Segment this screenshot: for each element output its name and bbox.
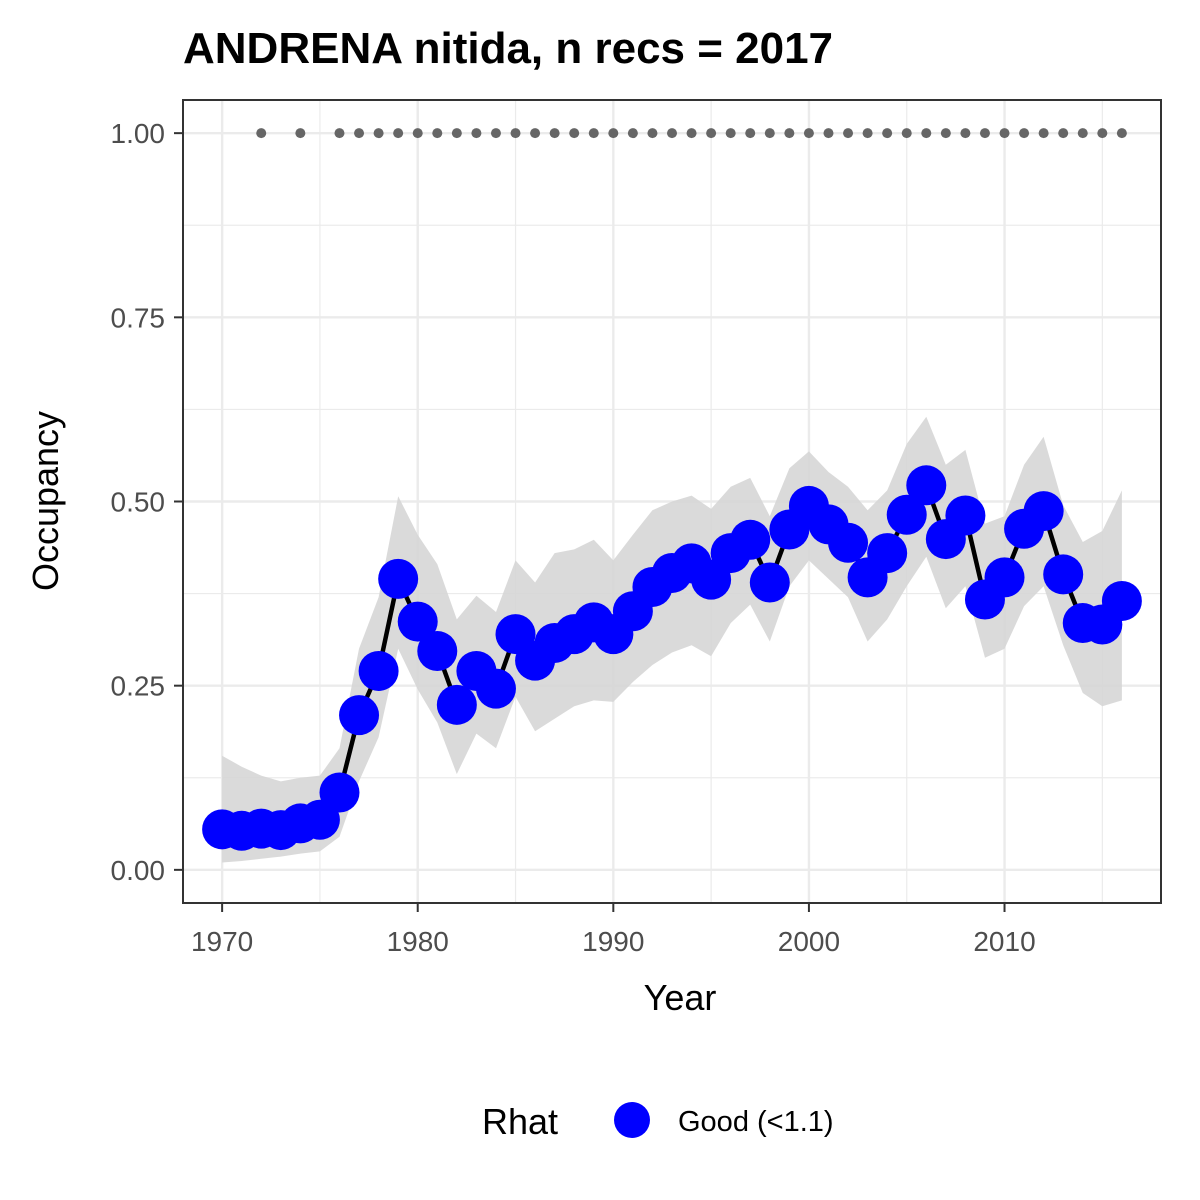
occupancy-points-layer [202, 465, 1142, 851]
y-tick-label: 0.75 [111, 302, 166, 333]
record-dot [960, 128, 971, 139]
record-dot [784, 128, 795, 139]
data-point [984, 557, 1025, 598]
y-tick-label: 0.50 [111, 487, 166, 518]
record-dot [764, 128, 775, 139]
record-dot [745, 128, 756, 139]
x-tick-label: 1970 [191, 926, 253, 957]
record-dot [901, 128, 912, 139]
data-point [730, 519, 771, 560]
record-dot [295, 128, 306, 139]
data-point [339, 695, 380, 736]
record-dot [725, 128, 736, 139]
record-dot [686, 128, 697, 139]
plot-panel [182, 99, 1162, 904]
record-dot [549, 128, 560, 139]
record-dot [1097, 128, 1108, 139]
data-point [436, 684, 477, 725]
record-dot [921, 128, 932, 139]
data-point [906, 465, 947, 506]
data-point [358, 650, 399, 691]
record-dot [843, 128, 854, 139]
record-dot [451, 128, 462, 139]
y-tick-label: 0.25 [111, 671, 166, 702]
record-dot [256, 128, 267, 139]
record-dot [627, 128, 638, 139]
x-tick-label: 1980 [387, 926, 449, 957]
record-dot [803, 128, 814, 139]
data-point [1023, 491, 1064, 532]
data-point [397, 601, 438, 642]
record-dot [471, 128, 482, 139]
record-dot [373, 128, 384, 139]
record-dot [979, 128, 990, 139]
chart-title: ANDRENA nitida, n recs = 2017 [183, 24, 833, 73]
record-dot [608, 128, 619, 139]
data-point [1043, 554, 1084, 595]
record-dot [1058, 128, 1069, 139]
record-dot [334, 128, 345, 139]
y-axis-title: Occupancy [25, 411, 66, 591]
x-tick-label: 2010 [973, 926, 1035, 957]
data-point [749, 562, 790, 603]
x-axis-title: Year [644, 977, 717, 1018]
record-dot [588, 128, 599, 139]
legend-label-good: Good (<1.1) [678, 1106, 834, 1138]
record-dot [530, 128, 541, 139]
record-dot [354, 128, 365, 139]
record-dot [432, 128, 443, 139]
record-dot [706, 128, 717, 139]
data-point [1101, 580, 1142, 621]
record-dot [1077, 128, 1088, 139]
y-axis: 0.00 0.25 0.50 0.75 1.00 [111, 118, 183, 886]
record-dot [1019, 128, 1030, 139]
record-dot [393, 128, 404, 139]
data-point [378, 558, 419, 599]
data-point [886, 494, 927, 535]
x-tick-label: 2000 [778, 926, 840, 957]
record-dot [940, 128, 951, 139]
data-point [319, 772, 360, 813]
record-dot [667, 128, 677, 139]
x-axis: 1970 1980 1990 2000 2010 [191, 903, 1036, 957]
y-tick-label: 1.00 [111, 118, 166, 149]
data-point [417, 631, 458, 672]
record-dot [862, 128, 873, 139]
y-tick-label: 0.00 [111, 855, 166, 886]
record-dot [569, 128, 580, 139]
record-dot [1116, 128, 1127, 139]
record-dots-layer [256, 128, 1127, 139]
record-dot [1038, 128, 1049, 139]
legend-key-good [614, 1102, 650, 1138]
record-dot [882, 128, 893, 139]
legend-title: Rhat [482, 1101, 558, 1142]
legend: Rhat Good (<1.1) [482, 1101, 834, 1142]
record-dot [999, 128, 1010, 139]
x-tick-label: 1990 [582, 926, 644, 957]
data-point [828, 522, 869, 563]
record-dot [510, 128, 521, 139]
record-dot [490, 128, 501, 139]
data-point [475, 668, 516, 709]
record-dot [823, 128, 834, 139]
data-point [945, 495, 986, 536]
record-dot [647, 128, 658, 139]
record-dot [412, 128, 423, 139]
data-point [867, 533, 908, 574]
